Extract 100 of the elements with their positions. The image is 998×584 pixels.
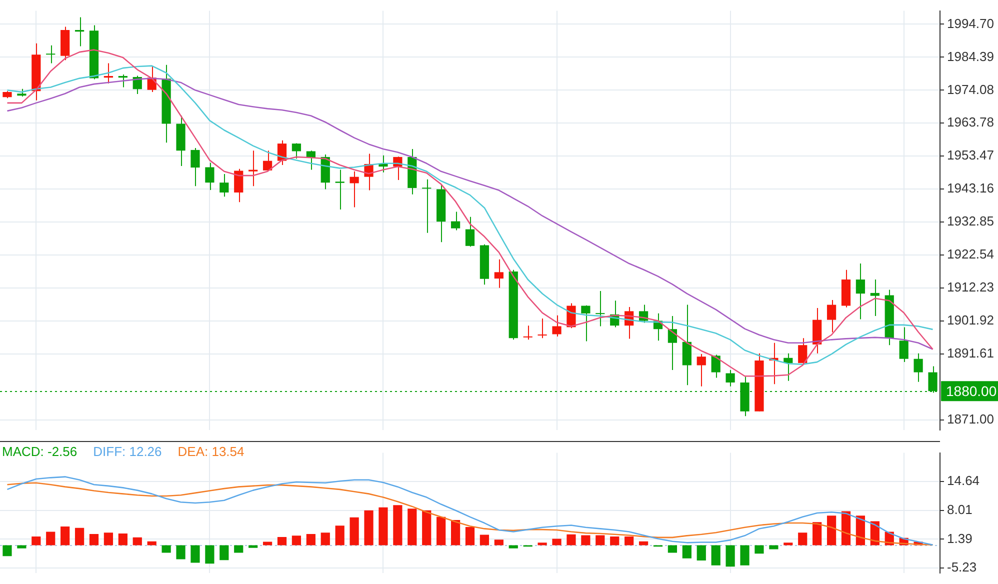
y-tick-label: 1932.85 — [947, 214, 994, 229]
candlestick — [523, 325, 532, 340]
bar — [292, 536, 302, 546]
bar — [826, 516, 836, 546]
bar — [668, 545, 678, 553]
bar — [465, 526, 475, 546]
bar — [350, 517, 359, 546]
candlestick — [870, 279, 880, 316]
candlestick — [682, 304, 692, 386]
y-tick-label: 1994.70 — [947, 16, 994, 31]
bar — [711, 545, 720, 566]
bar — [436, 516, 446, 546]
candlestick — [74, 16, 84, 47]
candlestick — [118, 74, 128, 88]
bar — [508, 545, 518, 548]
candlestick — [248, 150, 258, 187]
y-tick-label: 1974.08 — [947, 82, 994, 97]
y-tick-label: 1943.16 — [947, 180, 994, 196]
bar — [740, 545, 750, 566]
candlestick — [450, 211, 460, 231]
candlestick — [190, 148, 200, 187]
candlestick — [899, 326, 908, 363]
bar — [378, 507, 388, 546]
y-tick-label: 1922.54 — [947, 246, 994, 262]
candlestick — [668, 315, 678, 371]
candlestick — [552, 314, 562, 337]
bar — [118, 534, 128, 546]
bar — [798, 532, 808, 546]
annotation: MACD: -2.56 — [2, 444, 78, 460]
candlestick — [494, 258, 504, 288]
candlestick — [292, 142, 302, 160]
candlestick — [350, 170, 359, 208]
bar — [32, 536, 41, 546]
bar — [856, 516, 866, 546]
candlestick — [784, 352, 793, 382]
candlestick — [234, 168, 244, 203]
bar — [320, 532, 330, 546]
candlestick — [711, 354, 720, 378]
bar — [2, 545, 12, 556]
candlestick — [422, 178, 432, 234]
y-tick-label: 1901.92 — [947, 312, 994, 328]
bar — [638, 541, 648, 546]
y-tick-label: 1891.61 — [947, 346, 994, 361]
bar — [335, 526, 344, 546]
bar — [205, 545, 214, 564]
candlestick — [826, 300, 836, 333]
bar — [60, 526, 70, 546]
bar — [220, 545, 229, 560]
y-tick-label: 1.39 — [947, 530, 972, 546]
bar — [784, 542, 793, 546]
candlestick — [262, 150, 272, 171]
bar — [364, 510, 374, 546]
y-tick-label: 8.01 — [947, 502, 972, 517]
bar — [234, 545, 244, 553]
bar — [306, 534, 316, 546]
bar — [841, 511, 851, 546]
bar — [480, 534, 490, 546]
bar — [696, 545, 706, 561]
bar — [566, 534, 576, 546]
ref-line-label: 1880.00 — [946, 383, 997, 400]
bar — [17, 545, 26, 548]
bar — [262, 542, 272, 546]
candlestick — [581, 304, 590, 342]
bar — [422, 510, 432, 546]
bar — [450, 520, 460, 546]
bar — [162, 545, 171, 553]
bar — [581, 535, 590, 546]
bar — [538, 542, 547, 546]
candlestick — [726, 370, 735, 387]
candlestick — [538, 318, 547, 339]
bar — [190, 545, 200, 563]
bar — [104, 532, 114, 546]
y-tick-label: 1953.47 — [947, 148, 994, 163]
bar — [277, 536, 287, 546]
candlestick — [335, 169, 344, 210]
bar — [408, 508, 417, 546]
bar — [393, 505, 402, 546]
bar — [132, 537, 142, 546]
candlestick — [856, 263, 866, 320]
candlestick — [798, 338, 808, 364]
bar — [610, 536, 620, 546]
bar — [624, 536, 634, 546]
bar — [682, 545, 692, 558]
annotation: DEA: 13.54 — [178, 444, 244, 460]
bar — [726, 545, 735, 567]
bar — [147, 541, 156, 546]
candlestick — [914, 352, 923, 382]
bar — [89, 534, 99, 546]
candlestick — [596, 290, 605, 327]
bar — [552, 538, 562, 546]
bar — [74, 528, 84, 546]
candlestick — [465, 216, 475, 248]
annotation: DIFF: 12.26 — [93, 444, 162, 460]
y-tick-label: 1871.00 — [947, 412, 994, 427]
bar — [494, 540, 504, 546]
y-tick-label: 1984.39 — [947, 48, 994, 64]
bar — [176, 545, 186, 560]
bar — [596, 535, 605, 546]
bar — [754, 545, 764, 554]
candlestick — [306, 150, 316, 170]
